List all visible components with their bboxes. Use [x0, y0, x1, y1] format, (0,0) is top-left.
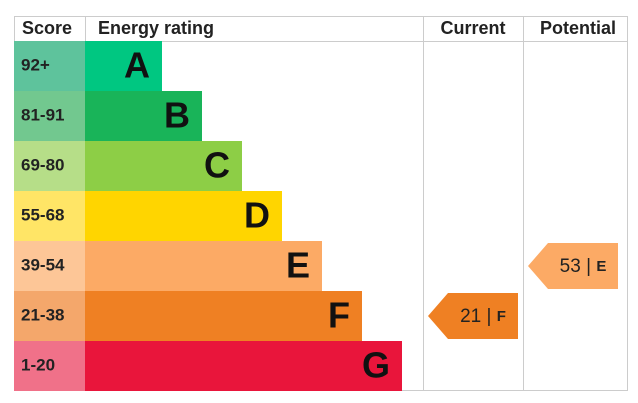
rating-letter: B — [164, 95, 190, 136]
potential-arrow — [528, 243, 618, 289]
rating-letter: D — [244, 195, 270, 236]
score-range: 69-80 — [21, 155, 64, 174]
rating-bar — [85, 141, 242, 191]
current-value: 21 — [460, 306, 481, 327]
score-range: 81-91 — [21, 105, 64, 124]
rating-letter: C — [204, 145, 230, 186]
score-range: 39-54 — [21, 255, 65, 274]
header-score: Score — [22, 18, 72, 38]
rating-bar — [85, 91, 202, 141]
rating-bar — [85, 41, 162, 91]
rating-letter: A — [124, 45, 150, 86]
potential-letter: E — [596, 258, 606, 275]
current-arrow — [428, 293, 518, 339]
rating-letter: G — [362, 345, 390, 386]
current-separator: | — [487, 306, 492, 327]
score-range: 21-38 — [21, 305, 64, 324]
potential-separator: | — [586, 256, 591, 277]
score-cell — [14, 341, 85, 391]
header-potential: Potential — [540, 18, 616, 38]
potential-value: 53 — [560, 256, 581, 277]
rating-bar — [85, 341, 402, 391]
header-current: Current — [440, 18, 505, 38]
score-cell — [14, 191, 85, 241]
rating-letter: F — [328, 295, 350, 336]
score-cell — [14, 41, 85, 91]
score-cell — [14, 91, 85, 141]
rating-letter: E — [286, 245, 310, 286]
rating-bar — [85, 191, 282, 241]
current-label: 21 | F — [460, 306, 506, 327]
rating-bar — [85, 241, 322, 291]
header-rating: Energy rating — [98, 18, 214, 38]
score-range: 1-20 — [21, 355, 55, 374]
score-cell — [14, 141, 85, 191]
score-cell — [14, 291, 85, 341]
score-range: 55-68 — [21, 205, 64, 224]
current-letter: F — [497, 308, 506, 325]
score-cell — [14, 241, 85, 291]
score-range: 92+ — [21, 55, 50, 74]
rating-bar — [85, 291, 362, 341]
potential-label: 53 | E — [560, 256, 607, 277]
